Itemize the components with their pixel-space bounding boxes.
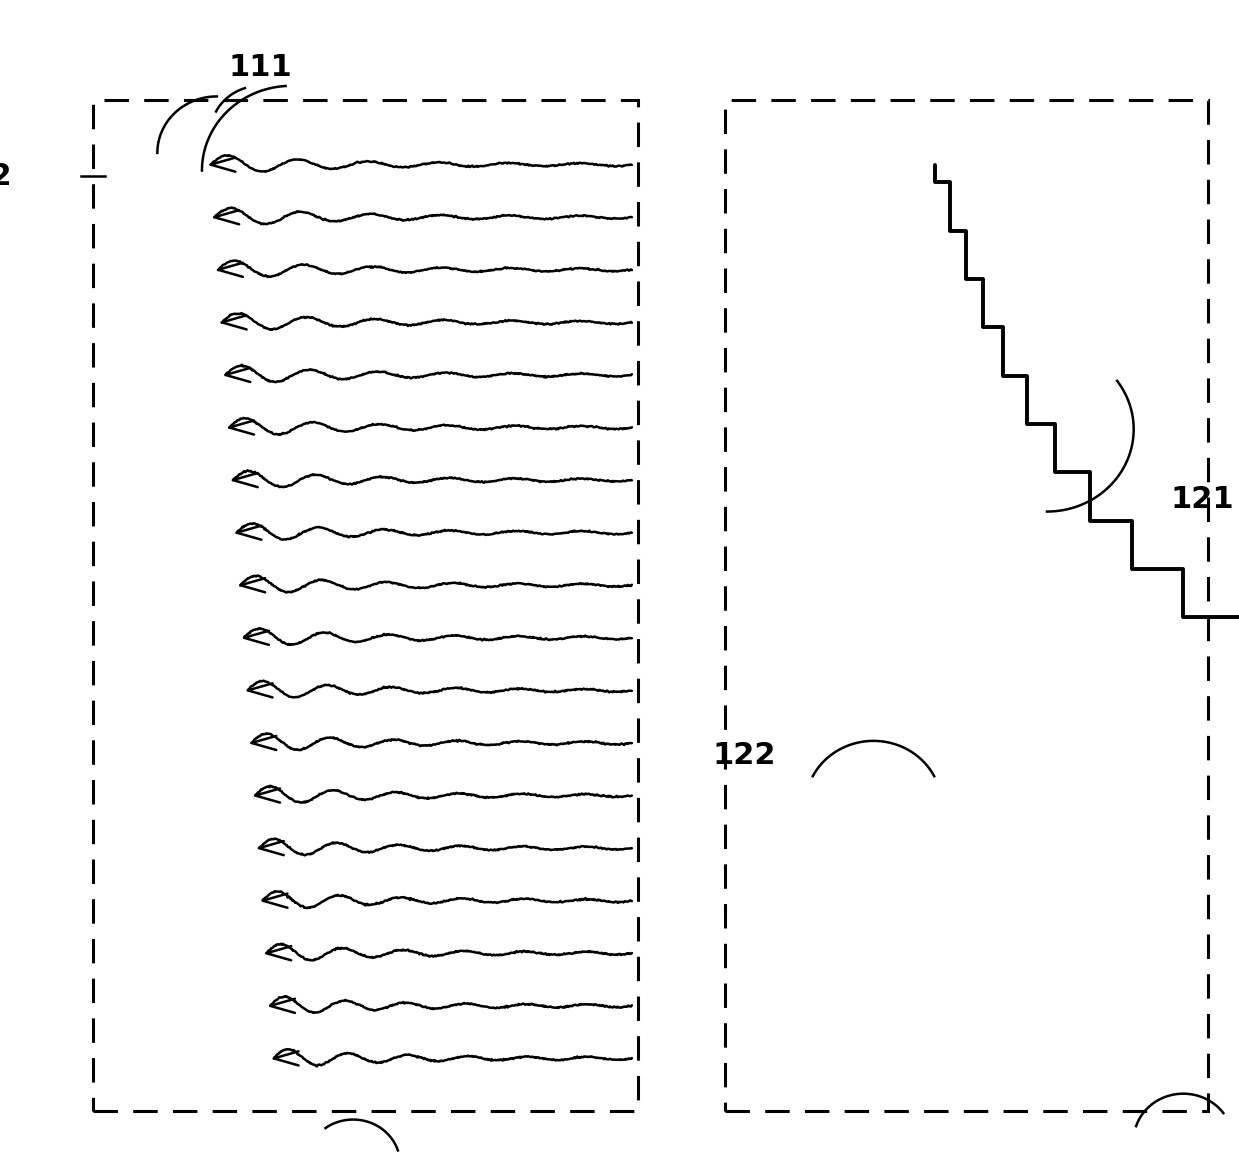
Text: 112: 112 [0,162,12,191]
Text: 122: 122 [712,741,776,770]
Text: 111: 111 [228,53,292,82]
Text: 121: 121 [1171,486,1234,514]
